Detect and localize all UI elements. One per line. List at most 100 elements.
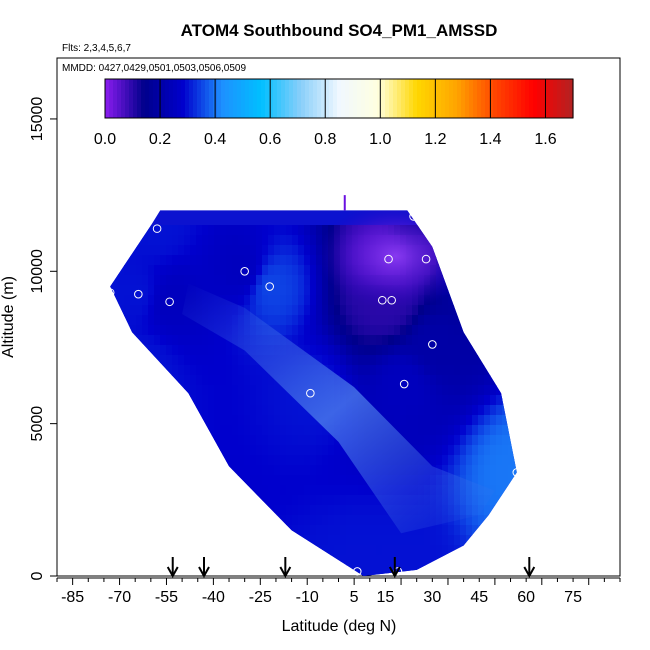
heatmap-cell: [310, 505, 317, 516]
heatmap-cell: [436, 355, 443, 366]
heatmap-cell: [220, 335, 227, 346]
heatmap-cell: [304, 415, 311, 426]
heatmap-cell: [262, 225, 269, 236]
heatmap-cell: [316, 275, 323, 286]
heatmap-cell: [250, 265, 257, 276]
heatmap-cell: [412, 355, 419, 366]
heatmap-cell: [262, 495, 269, 506]
heatmap-cell: [172, 345, 179, 356]
colorbar-segment: [393, 79, 398, 118]
heatmap-cell: [448, 295, 455, 306]
colorbar-segment: [309, 79, 314, 118]
heatmap-cell: [136, 575, 143, 576]
heatmap-cell: [340, 365, 347, 376]
heatmap-cell: [280, 465, 287, 476]
heatmap-cell: [412, 425, 419, 436]
heatmap-cell: [310, 435, 317, 446]
heatmap-cell: [298, 525, 305, 536]
heatmap-cell: [508, 465, 515, 476]
heatmap-cell: [358, 305, 365, 316]
sample-point: [409, 212, 418, 221]
heatmap-cell: [262, 435, 269, 446]
heatmap-cell: [250, 255, 257, 266]
heatmap-cell: [418, 555, 425, 566]
heatmap-cell: [220, 405, 227, 416]
heatmap-cell: [358, 365, 365, 376]
heatmap-cell: [484, 455, 491, 466]
heatmap-cell: [226, 425, 233, 436]
heatmap-cell: [466, 395, 473, 406]
heatmap-cell: [382, 335, 389, 346]
heatmap-cell: [118, 265, 125, 276]
heatmap-cell: [208, 235, 215, 246]
heatmap-cell: [244, 445, 251, 456]
heatmap-cell: [268, 465, 275, 476]
sample-point: [352, 567, 362, 576]
colorbar-segment: [357, 79, 362, 118]
x-tick-label: 75: [564, 589, 582, 606]
heatmap-cell: [310, 525, 317, 536]
heatmap-cell: [160, 305, 167, 316]
heatmap-cell: [250, 285, 257, 296]
heatmap-cell: [292, 265, 299, 276]
heatmap-cell: [322, 315, 329, 326]
heatmap-cell: [154, 305, 161, 316]
heatmap-cell: [478, 365, 485, 376]
heatmap-cell: [274, 435, 281, 446]
heatmap-cell: [436, 545, 443, 556]
heatmap-cell: [298, 275, 305, 286]
heatmap-cell: [244, 415, 251, 426]
heatmap-cell: [154, 325, 161, 336]
heatmap-cell: [310, 415, 317, 426]
heatmap-cell: [352, 485, 359, 496]
heatmap-cell: [478, 445, 485, 456]
heatmap-cell: [280, 505, 287, 516]
colorbar-segment: [441, 79, 446, 118]
heatmap-cell: [484, 575, 491, 576]
heatmap-cell: [322, 225, 329, 236]
heatmap-cell: [352, 305, 359, 316]
heatmap-cell: [388, 385, 395, 396]
heatmap-cell: [364, 395, 371, 406]
heatmap-cell: [322, 475, 329, 486]
heatmap-cell: [406, 555, 413, 566]
heatmap-cell: [238, 575, 245, 576]
heatmap-cell: [448, 405, 455, 416]
heatmap-cell: [244, 355, 251, 366]
heatmap-cell: [268, 255, 275, 266]
heatmap-cell: [214, 245, 221, 256]
heatmap-cell: [484, 465, 491, 476]
heatmap-cell: [472, 445, 479, 456]
heatmap-cell: [460, 435, 467, 446]
heatmap-cell: [220, 385, 227, 396]
heatmap-cell: [196, 405, 203, 416]
heatmap-cell: [406, 345, 413, 356]
heatmap-cell: [196, 335, 203, 346]
heatmap-cell: [382, 505, 389, 516]
heatmap-cell: [430, 315, 437, 326]
colorbar-segment: [489, 79, 494, 118]
colorbar-segment: [193, 79, 198, 118]
heatmap-cell: [442, 295, 449, 306]
heatmap-cell: [460, 365, 467, 376]
colorbar-segment: [201, 79, 206, 118]
heatmap-cell: [364, 515, 371, 526]
heatmap-cell: [178, 315, 185, 326]
heatmap-cell: [280, 395, 287, 406]
heatmap-cell: [316, 425, 323, 436]
heatmap-cell: [430, 555, 437, 566]
heatmap-cell: [226, 435, 233, 446]
heatmap-cell: [412, 385, 419, 396]
colorbar-segment: [185, 79, 190, 118]
heatmap-cell: [202, 345, 209, 356]
heatmap-cell: [316, 495, 323, 506]
heatmap-cell: [256, 305, 263, 316]
colorbar-segment: [281, 79, 286, 118]
heatmap-cell: [454, 355, 461, 366]
heatmap-cell: [172, 365, 179, 376]
heatmap-cell: [160, 285, 167, 296]
sample-point: [428, 340, 437, 349]
heatmap-cell: [214, 425, 221, 436]
heatmap-cell: [376, 315, 383, 326]
